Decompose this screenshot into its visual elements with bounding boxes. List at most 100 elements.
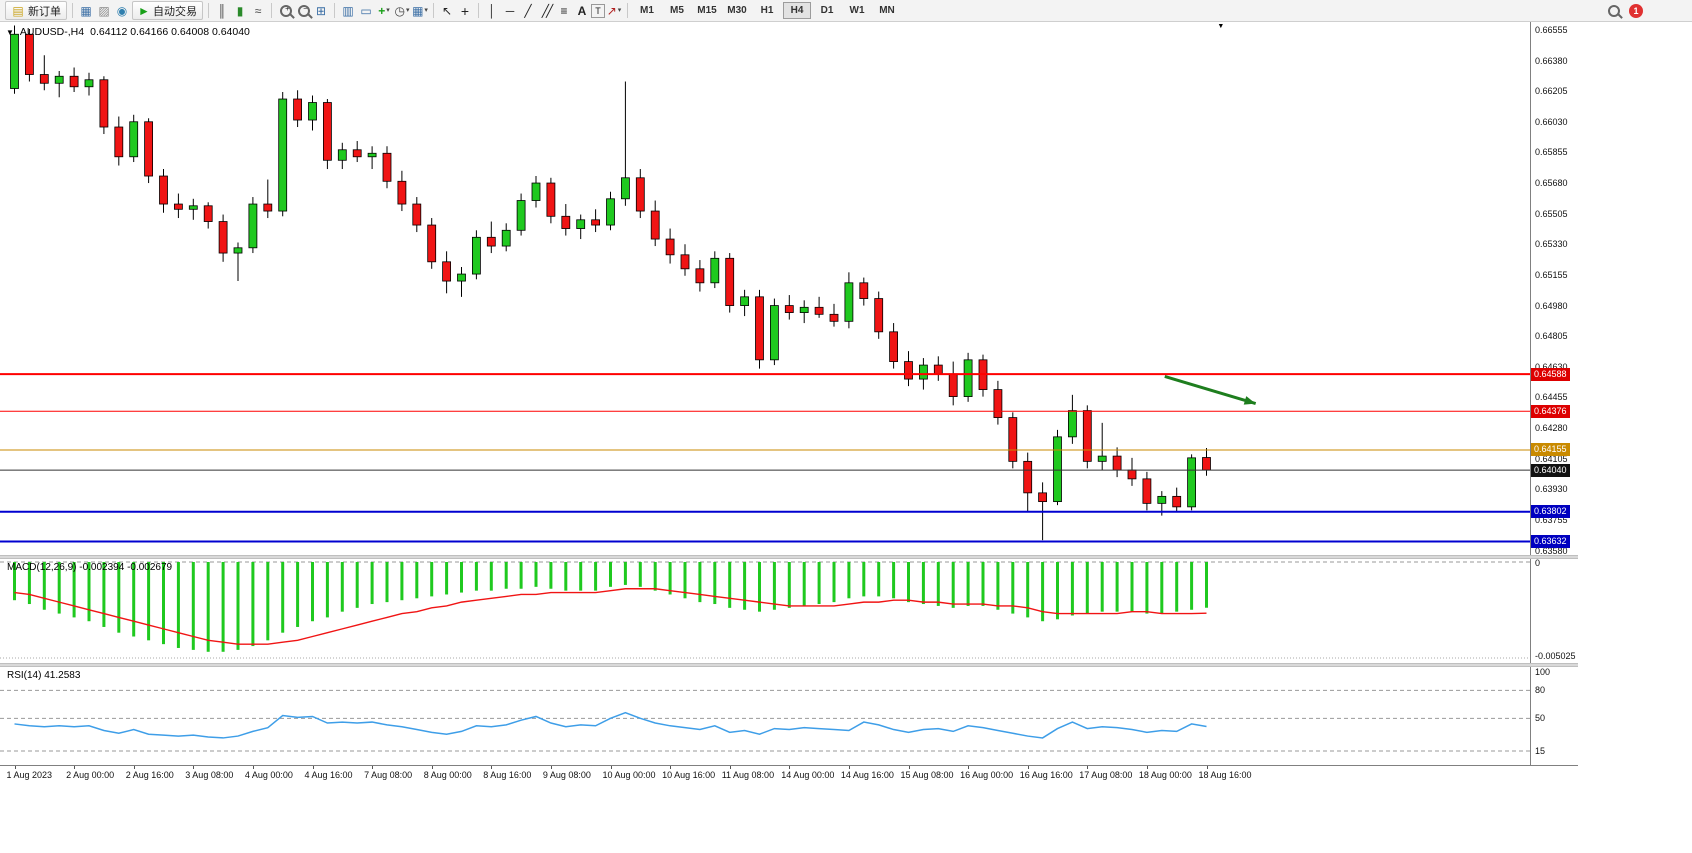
crosshair-tool-icon[interactable]: + (460, 2, 470, 19)
templates-dropdown[interactable]: ▦ ▾ (411, 2, 429, 20)
magnifier-glyph (298, 4, 311, 17)
price-axis-label: 0.66205 (1535, 86, 1568, 97)
time-axis-label: 9 Aug 08:00 (542, 770, 591, 780)
tf-button-M1[interactable]: M1 (640, 5, 654, 16)
bar-chart-type-icon[interactable]: ║ (217, 3, 227, 18)
time-axis-label: 18 Aug 16:00 (1198, 770, 1252, 780)
indicators-window-icon[interactable]: ▥ (342, 3, 354, 18)
magnifier-glyph (280, 4, 293, 17)
text-tool-icon[interactable]: A (577, 3, 587, 18)
tf-button-D1[interactable]: D1 (820, 5, 834, 16)
add-indicator-dropdown[interactable]: + ▾ (375, 2, 393, 20)
time-axis-label: 14 Aug 16:00 (840, 770, 894, 780)
time-axis-label: 15 Aug 08:00 (900, 770, 954, 780)
rsi-scale-label: 15 (1535, 746, 1546, 756)
tf-button-M30[interactable]: M30 (727, 5, 747, 16)
rsi-axis-line (1530, 667, 1531, 765)
text-label-tool-icon[interactable]: T (591, 3, 605, 18)
candlestick-type-icon[interactable]: ▮ (236, 3, 244, 18)
tf-button-MN[interactable]: MN (879, 5, 895, 16)
horizontal-line-tool-icon[interactable]: ─ (505, 3, 515, 18)
search-icon[interactable] (1608, 5, 1620, 17)
chevron-down-icon: ▾ (405, 6, 410, 14)
periods-dropdown[interactable]: ◷ ▾ (393, 2, 411, 20)
chevron-down-icon: ▾ (386, 6, 390, 14)
rsi-scale-label: 80 (1535, 685, 1546, 696)
template-icon: ▦ (412, 3, 424, 18)
tf-button-M15[interactable]: M15 (697, 5, 717, 16)
profiles-icon[interactable]: ▨ (98, 3, 110, 18)
price-axis-label: 0.64280 (1535, 423, 1568, 434)
chart-ohlc-values: 0.64112 0.64166 0.64008 0.64040 (90, 26, 250, 38)
arrows-tool-dropdown[interactable]: ↗ ▾ (605, 2, 623, 20)
candlestick-chart[interactable] (0, 22, 1530, 555)
one-click-trading-toggle[interactable]: ▼ (6, 27, 14, 37)
vertical-line-tool-icon[interactable]: │ (488, 3, 496, 18)
rsi-chart[interactable] (0, 667, 1530, 765)
charts-icon[interactable]: ▦ (80, 3, 92, 18)
time-axis-tick (670, 766, 672, 769)
tf-button-M5[interactable]: M5 (670, 5, 684, 16)
time-axis-label: 8 Aug 00:00 (423, 770, 472, 780)
timeframe-group: M1 M5 M15 M30 H1 H4 D1 W1 MN (632, 2, 902, 19)
line-chart-type-icon[interactable]: ≈ (254, 3, 262, 18)
chevron-down-icon: ▾ (424, 6, 428, 14)
price-axis-label: 0.65155 (1535, 269, 1568, 280)
zoom-in-icon[interactable]: + (276, 2, 294, 20)
panel-separator[interactable] (0, 663, 1578, 667)
notification-badge[interactable]: 1 (1629, 4, 1643, 18)
price-axis-label: 0.66555 (1535, 24, 1568, 35)
price-tag[interactable]: 0.64376 (1531, 404, 1570, 418)
fibonacci-tool-icon[interactable]: ≡ (560, 3, 568, 18)
price-tag[interactable]: 0.63632 (1531, 535, 1570, 549)
tile-windows-icon[interactable]: ⊞ (315, 3, 327, 18)
time-axis-tick (491, 766, 493, 769)
clock-icon: ◷ (394, 3, 405, 18)
time-axis-tick (1146, 766, 1148, 769)
time-axis-tick (968, 766, 970, 769)
tf-button-W1[interactable]: W1 (849, 5, 865, 16)
new-order-icon: ▤ (12, 3, 24, 18)
time-axis-tick (74, 766, 76, 769)
zoom-out-icon[interactable]: − (294, 2, 312, 20)
main-toolbar: ▤ 新订单 ▦ ▨ ◉ ► 自动交易 ║ ▮ ≈ + − ⊞ ▥ ▭ + ▾ ◷ ▾… (0, 0, 1692, 22)
channel-tool-icon[interactable]: ╱╱ (541, 3, 553, 18)
tf-button-H1[interactable]: H1 (760, 5, 774, 16)
price-tag[interactable]: 0.64588 (1531, 367, 1570, 381)
time-axis-tick (1206, 766, 1208, 769)
trendline-tool-icon[interactable]: ╱ (524, 3, 532, 18)
time-axis-label: 16 Aug 16:00 (1019, 770, 1073, 780)
chart-symbol-period: AUDUSD-,H4 (19, 26, 85, 38)
price-axis-label: 0.63930 (1535, 484, 1568, 495)
price-tag[interactable]: 0.64040 (1531, 463, 1570, 477)
toolbar-separator (478, 3, 479, 18)
price-tag[interactable]: 0.64155 (1531, 443, 1570, 457)
time-axis-tick (431, 766, 433, 769)
macd-chart[interactable] (0, 559, 1530, 663)
time-axis[interactable]: 1 Aug 2023 2 Aug 00:00 2 Aug 16:00 3 Aug 08… (0, 765, 1578, 784)
new-order-label: 新订单 (28, 5, 61, 18)
time-axis-label: 17 Aug 08:00 (1079, 770, 1133, 780)
panel-separator[interactable] (0, 555, 1578, 559)
time-axis-tick (372, 766, 374, 769)
time-axis-tick (252, 766, 254, 769)
tf-button-H4[interactable]: H4 (783, 2, 811, 19)
price-axis-label: 0.65680 (1535, 178, 1568, 189)
time-axis-label: 8 Aug 16:00 (483, 770, 532, 780)
price-axis-label: 0.63580 (1535, 545, 1568, 556)
autotrading-button[interactable]: ► 自动交易 (132, 1, 203, 20)
cursor-tool-icon[interactable]: ↖ (441, 3, 453, 18)
price-axis-line (1530, 22, 1531, 555)
new-order-button[interactable]: ▤ 新订单 (5, 1, 67, 20)
price-axis-label: 0.65330 (1535, 239, 1568, 250)
objects-list-icon[interactable]: ▭ (360, 3, 372, 18)
arrow-tool-icon: ↗ (606, 3, 617, 18)
toolbar-separator (271, 3, 272, 18)
time-axis-label: 1 Aug 2023 (6, 770, 53, 780)
time-axis-label: 3 Aug 08:00 (185, 770, 234, 780)
rsi-scale-label: 100 (1535, 667, 1551, 677)
macd-axis-line (1530, 559, 1531, 663)
data-window-icon[interactable]: ◉ (116, 3, 128, 18)
price-tag[interactable]: 0.63802 (1531, 505, 1570, 519)
